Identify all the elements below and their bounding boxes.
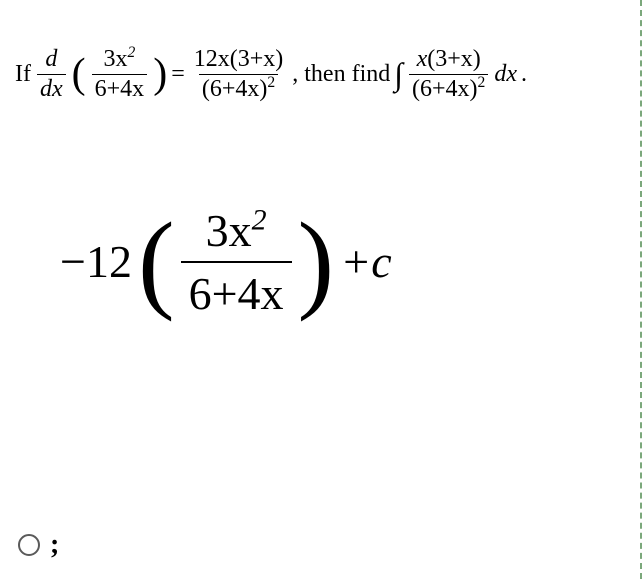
rhs-denominator: (6+4x)2 bbox=[199, 74, 278, 104]
lhs-numerator: 3x2 bbox=[101, 45, 139, 74]
integrand-denominator: (6+4x)2 bbox=[409, 74, 488, 104]
question-text: If d dx ( 3x2 6+4x ) = 12x(3+x) (6+4x)2 … bbox=[0, 0, 640, 124]
paren-open: ( bbox=[72, 58, 86, 92]
answer-expression: −12 ( 3x2 6+4x ) +c bbox=[0, 124, 640, 340]
answer-plus-c: +c bbox=[340, 235, 391, 288]
answer-paren-open: ( bbox=[138, 220, 175, 303]
answer-numerator: 3x2 bbox=[198, 204, 275, 261]
rhs-fraction: 12x(3+x) (6+4x)2 bbox=[191, 45, 287, 104]
mid-text: , then find bbox=[292, 60, 390, 89]
dx: dx bbox=[494, 60, 517, 89]
integral-sign: ∫ bbox=[394, 63, 403, 85]
period: . bbox=[521, 60, 527, 89]
answer-paren-close: ) bbox=[298, 220, 335, 303]
rhs-numerator: 12x(3+x) bbox=[191, 45, 287, 74]
lhs-denominator: 6+4x bbox=[92, 74, 148, 104]
question-prefix: If bbox=[15, 60, 31, 89]
integrand-numerator: x(3+x) bbox=[414, 45, 484, 74]
answer-coefficient: −12 bbox=[60, 235, 132, 288]
paren-close: ) bbox=[153, 58, 167, 92]
option-row[interactable]: ; bbox=[18, 529, 59, 561]
answer-fraction: 3x2 6+4x bbox=[181, 204, 292, 320]
equals-sign: = bbox=[171, 60, 185, 89]
lhs-fraction: 3x2 6+4x bbox=[92, 45, 148, 104]
answer-denominator: 6+4x bbox=[181, 261, 292, 320]
derivative-operator: d dx bbox=[37, 45, 66, 104]
integrand-fraction: x(3+x) (6+4x)2 bbox=[409, 45, 488, 104]
option-label: ; bbox=[50, 529, 59, 561]
radio-button[interactable] bbox=[18, 534, 40, 556]
deriv-d: d bbox=[42, 45, 60, 74]
deriv-dx: dx bbox=[37, 74, 66, 104]
